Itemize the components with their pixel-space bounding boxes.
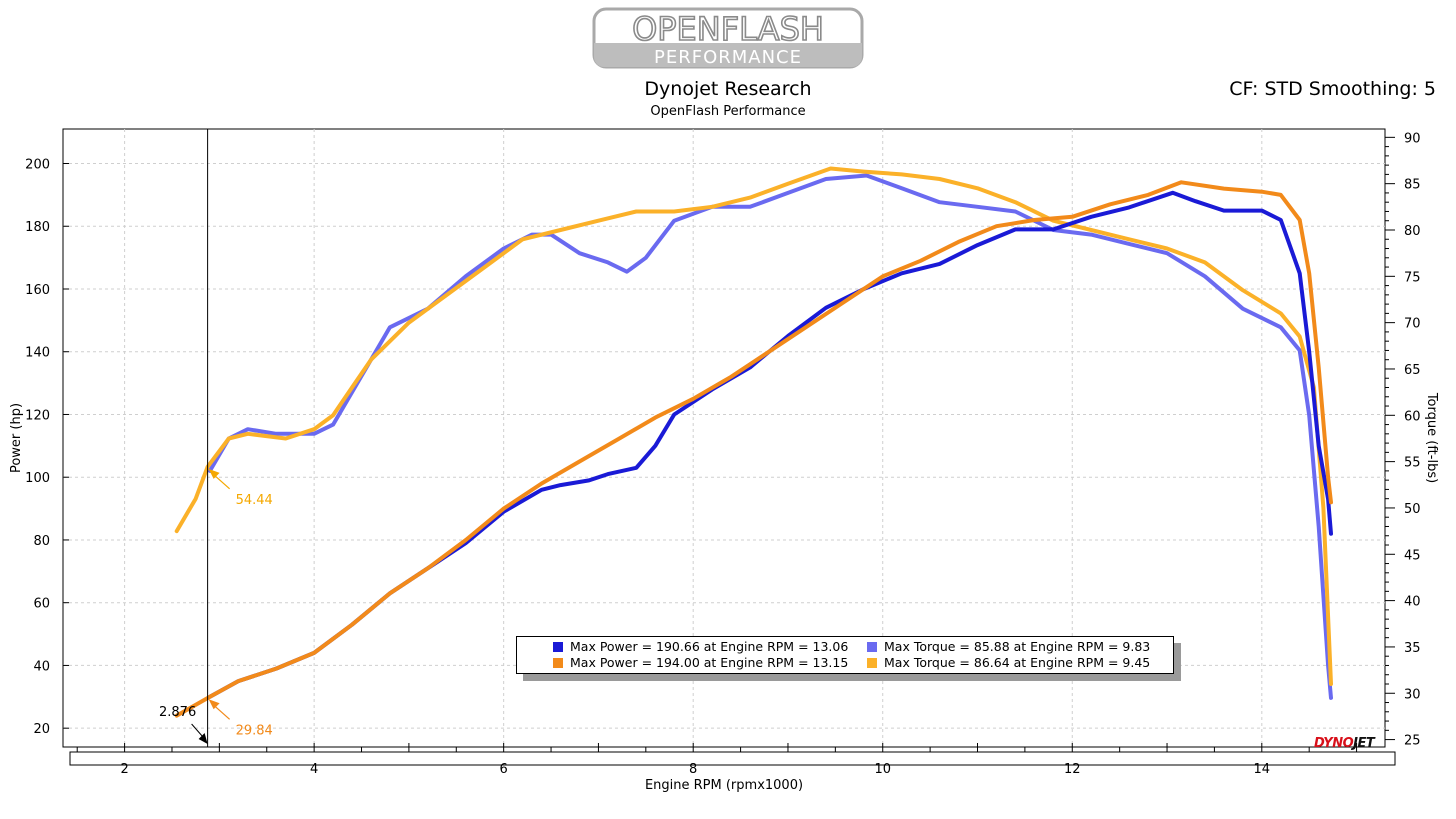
y-tick-label: 200 [25, 158, 50, 173]
grid [63, 129, 1385, 747]
annotation-layer: 2.876 54.44 29.84 [159, 468, 273, 744]
y-axis-label: Power (hp) [9, 403, 24, 473]
y2-tick-label: 80 [1404, 224, 1421, 239]
brand-part1: DYNO [1314, 736, 1354, 751]
y-tick-label: 140 [25, 346, 50, 361]
y-tick-label: 20 [33, 722, 50, 737]
legend-label: Max Torque = 85.88 at Engine RPM = 9.83 [884, 639, 1151, 654]
series-line [174, 180, 1333, 718]
x-tick-label: 6 [500, 762, 508, 777]
annotation-label: 29.84 [236, 723, 273, 738]
y2-tick-label: 40 [1404, 595, 1421, 610]
openflash-logo: OPENFLASH PERFORMANCE [592, 7, 864, 69]
cursor-arrow-head [198, 733, 208, 744]
y2-tick-label: 65 [1404, 363, 1421, 378]
x-tick-label: 14 [1254, 762, 1271, 777]
y2-tick-label: 25 [1404, 734, 1421, 749]
dynojet-brand-logo: DYNOJET [1314, 736, 1375, 751]
x-tick-label: 2 [120, 762, 128, 777]
y2-tick-label: 55 [1404, 456, 1421, 471]
legend-label: Max Power = 194.00 at Engine RPM = 13.15 [570, 655, 849, 670]
x-axis-label: Engine RPM (rpmx1000) [645, 778, 803, 793]
y2-axis-label: Torque (ft-lbs) [1424, 392, 1439, 483]
y-tick-label: 120 [25, 408, 50, 423]
cursor-value-label: 2.876 [159, 705, 196, 720]
legend-swatch [553, 658, 563, 668]
annotation-label: 54.44 [236, 493, 273, 508]
y-tick-label: 40 [33, 659, 50, 674]
legend-swatch [553, 642, 563, 652]
y2-tick-label: 45 [1404, 548, 1421, 563]
series-line [174, 166, 1333, 686]
legend-label: Max Power = 190.66 at Engine RPM = 13.06 [570, 639, 849, 654]
y-tick-label: 160 [25, 283, 50, 298]
y-axis-right: 25 30 35 40 45 50 55 60 65 70 75 80 85 90 [1385, 131, 1421, 749]
y-tick-label: 180 [25, 220, 50, 235]
chart-title: Dynojet Research [644, 78, 812, 100]
x-tick-label: 10 [874, 762, 891, 777]
legend-item: Max Torque = 85.88 at Engine RPM = 9.83 [867, 639, 1150, 655]
chart-subtitle: OpenFlash Performance [650, 104, 806, 119]
series-line [207, 173, 1333, 700]
y-tick-label: 80 [33, 534, 50, 549]
legend-label: Max Torque = 86.64 at Engine RPM = 9.45 [884, 655, 1151, 670]
y-tick-label: 60 [33, 597, 50, 612]
legend-swatch [867, 658, 877, 668]
legend: Max Power = 190.66 at Engine RPM = 13.06… [516, 636, 1174, 674]
y2-tick-label: 50 [1404, 502, 1421, 517]
legend-item: Max Power = 190.66 at Engine RPM = 13.06 [553, 639, 848, 655]
x-tick-label: 8 [689, 762, 697, 777]
y2-tick-label: 85 [1404, 178, 1421, 193]
legend-item: Max Power = 194.00 at Engine RPM = 13.15 [553, 655, 848, 671]
x-axis-band [69, 751, 1396, 766]
logo-line2: PERFORMANCE [654, 47, 802, 68]
series-layer [174, 166, 1333, 718]
logo-line1: OPENFLASH [632, 10, 824, 48]
x-axis: 2 4 6 8 10 12 14 [76, 743, 1358, 777]
annotation-arrow-head [208, 699, 220, 710]
y2-tick-label: 60 [1404, 409, 1421, 424]
legend-item: Max Torque = 86.64 at Engine RPM = 9.45 [867, 655, 1150, 671]
y2-tick-label: 70 [1404, 317, 1421, 332]
x-tick-label: 4 [310, 762, 318, 777]
brand-part2: JET [1353, 736, 1375, 751]
legend-swatch [867, 642, 877, 652]
y2-tick-label: 35 [1404, 641, 1421, 656]
y2-tick-label: 90 [1404, 131, 1421, 146]
x-tick-label: 12 [1064, 762, 1081, 777]
y-axis-left: 20 40 60 80 100 120 140 160 180 200 [25, 158, 69, 737]
y2-tick-label: 30 [1404, 687, 1421, 702]
annotation-arrow-head [208, 468, 220, 479]
y2-tick-label: 75 [1404, 270, 1421, 285]
correction-smoothing-info: CF: STD Smoothing: 5 [1229, 78, 1436, 100]
y-tick-label: 100 [25, 471, 50, 486]
